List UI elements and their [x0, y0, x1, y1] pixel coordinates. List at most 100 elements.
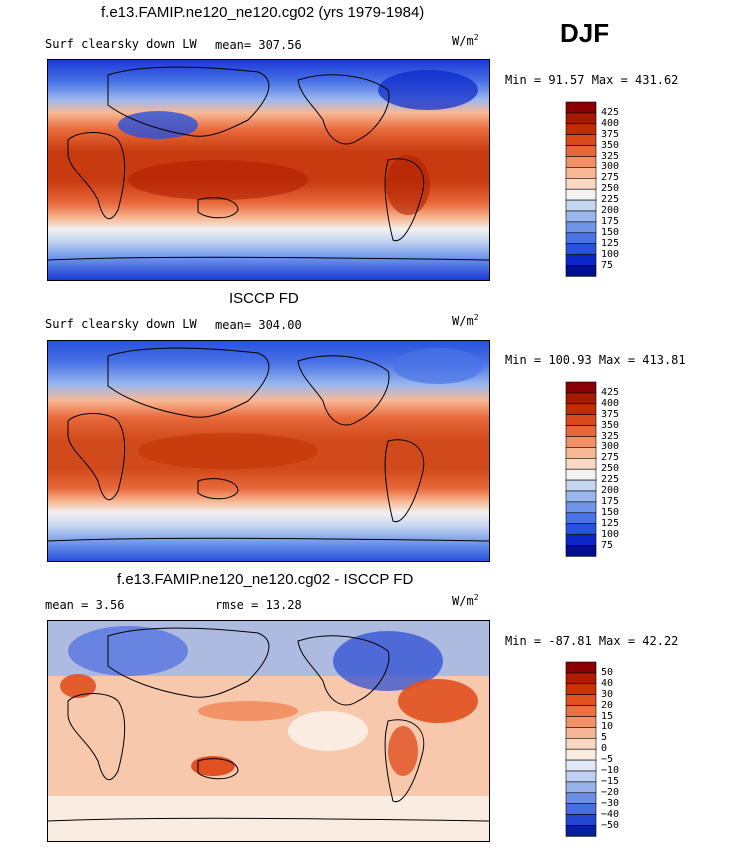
colorbar-tick-label: 250 — [601, 463, 620, 475]
colorbar-tick-label: 20 — [601, 699, 614, 711]
panel1-variable-label: Surf clearsky down LW — [45, 37, 197, 51]
colorbar-tick-label: 200 — [601, 485, 620, 496]
colorbar-swatch — [565, 683, 597, 695]
colorbar-swatch — [565, 112, 597, 125]
panel3-map — [47, 620, 490, 842]
colorbar-tick-label: 100 — [601, 528, 620, 540]
colorbar-swatch — [565, 134, 597, 146]
panel1-mean: mean= 307.56 — [215, 38, 302, 52]
colorbar-tick-label: 40 — [601, 677, 614, 689]
colorbar-swatch — [565, 243, 597, 255]
colorbar-swatch — [565, 803, 597, 815]
colorbar-tick-label: 5 — [601, 732, 608, 744]
panel1-minmax: Min = 91.57 Max = 431.62 — [505, 73, 679, 87]
colorbar-swatch — [565, 403, 597, 415]
season-label: DJF — [560, 18, 610, 48]
colorbar-swatch — [565, 759, 597, 772]
panel1-units: W/m2 — [452, 33, 479, 48]
colorbar-tick-label: −30 — [601, 797, 620, 809]
colorbar-tick-label: 175 — [601, 215, 620, 227]
colorbar-tick-label: 0 — [601, 743, 608, 755]
colorbar-swatch — [565, 523, 597, 535]
colorbar-tick-label: 150 — [601, 226, 620, 238]
colorbar-tick-label: 100 — [601, 248, 620, 260]
colorbar-tick-label: 300 — [601, 441, 620, 453]
colorbar-swatch — [565, 545, 597, 557]
colorbar-swatch — [565, 661, 597, 674]
panel3-title: f.e13.FAMIP.ne120_ne120.cg02 - ISCCP FD — [117, 571, 414, 588]
colorbar-swatch — [565, 781, 597, 794]
colorbar-swatch — [565, 447, 597, 459]
panel1-map-field — [48, 60, 489, 280]
panel1-colorbar — [565, 101, 626, 277]
colorbar-tick-label: 75 — [601, 539, 614, 551]
colorbar-swatch — [565, 468, 597, 481]
panel1-map — [47, 59, 490, 281]
colorbar-tick-label: −10 — [601, 765, 620, 776]
colorbar-tick-label: 300 — [601, 161, 620, 173]
colorbar-swatch — [565, 145, 597, 157]
colorbar-swatch — [565, 748, 597, 761]
panel1-colorbar-labels: 425 400 375 350 325 300 275 250 225 200 175 150 125 1… — [601, 102, 641, 277]
colorbar-tick-label: −15 — [601, 775, 620, 787]
colorbar-swatch — [565, 392, 597, 405]
panel2-units: W/m2 — [452, 313, 479, 328]
colorbar-tick-label: 225 — [601, 474, 620, 486]
colorbar-swatch — [565, 490, 597, 503]
colorbar-tick-label: 350 — [601, 419, 620, 431]
colorbar-swatch — [565, 770, 597, 783]
colorbar-tick-label: 325 — [601, 150, 620, 162]
panel1-title: f.e13.FAMIP.ne120_ne120.cg02 (yrs 1979-1… — [101, 4, 425, 21]
colorbar-tick-label: 425 — [601, 106, 620, 118]
colorbar-tick-label: 400 — [601, 397, 620, 409]
colorbar-swatch — [565, 814, 597, 826]
colorbar-swatch — [565, 254, 597, 266]
panel3-colorbar — [565, 661, 626, 837]
colorbar-swatch — [565, 381, 597, 394]
colorbar-swatch — [565, 738, 597, 750]
panel2-map — [47, 340, 490, 562]
colorbar-tick-label: 200 — [601, 205, 620, 216]
panel2-variable-label: Surf clearsky down LW — [45, 317, 197, 331]
colorbar-swatch — [565, 705, 597, 717]
colorbar-tick-label: −20 — [601, 786, 620, 798]
colorbar-swatch — [565, 414, 597, 426]
colorbar-tick-label: 375 — [601, 128, 620, 140]
colorbar-swatch — [565, 199, 597, 212]
colorbar-swatch — [565, 792, 597, 805]
colorbar-swatch — [565, 210, 597, 223]
panel3-map-field — [48, 621, 489, 841]
colorbar-tick-label: 250 — [601, 183, 620, 195]
colorbar-swatch — [565, 188, 597, 201]
colorbar-tick-label: −5 — [601, 754, 614, 766]
colorbar-swatch — [565, 101, 597, 114]
colorbar-swatch — [565, 167, 597, 179]
colorbar-tick-label: −40 — [601, 808, 620, 820]
colorbar-swatch — [565, 501, 597, 514]
colorbar-swatch — [565, 425, 597, 437]
panel3-colorbar-swatches — [565, 661, 597, 837]
panel3-minmax: Min = -87.81 Max = 42.22 — [505, 634, 679, 648]
colorbar-tick-label: 125 — [601, 237, 620, 249]
colorbar-tick-label: 275 — [601, 172, 620, 184]
colorbar-swatch — [565, 479, 597, 492]
colorbar-tick-label: 150 — [601, 506, 620, 518]
colorbar-tick-label: 175 — [601, 495, 620, 507]
colorbar-swatch — [565, 232, 597, 245]
colorbar-swatch — [565, 716, 597, 728]
colorbar-tick-label: −50 — [601, 819, 620, 831]
panel3-colorbar-labels: 50 40 30 20 15 10 5 0 −5 −10 −15 −20 −30 −40 −50 — [601, 662, 641, 837]
panel2-colorbar-swatches — [565, 381, 597, 557]
colorbar-swatch — [565, 694, 597, 706]
colorbar-swatch — [565, 534, 597, 546]
colorbar-tick-label: 75 — [601, 259, 614, 271]
colorbar-swatch — [565, 221, 597, 234]
colorbar-swatch — [565, 727, 597, 739]
colorbar-swatch — [565, 512, 597, 525]
colorbar-tick-label: 275 — [601, 452, 620, 464]
colorbar-tick-label: 225 — [601, 194, 620, 206]
colorbar-swatch — [565, 458, 597, 470]
colorbar-tick-label: 10 — [601, 721, 614, 733]
panel3-rmse: rmse = 13.28 — [215, 598, 302, 612]
panel2-colorbar-labels: 425 400 375 350 325 300 275 250 225 200 175 150 125 1… — [601, 382, 641, 557]
